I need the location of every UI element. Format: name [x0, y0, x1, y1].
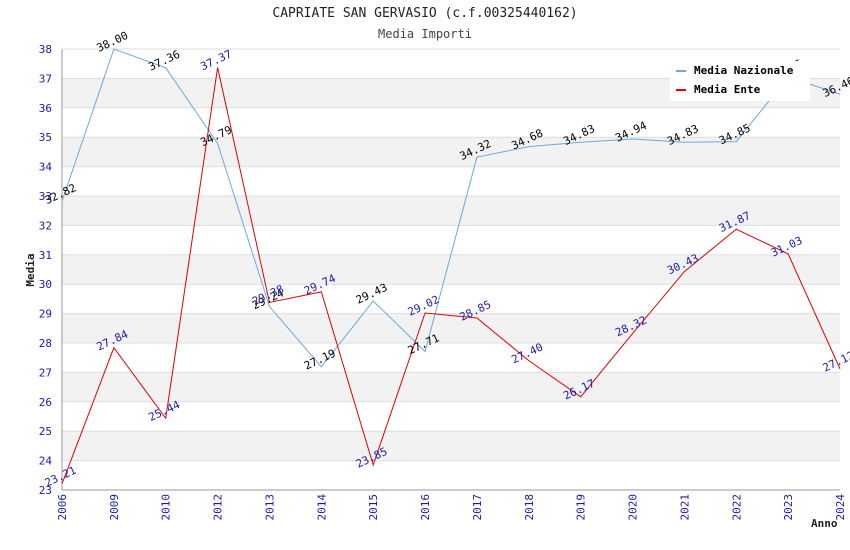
- chart-subtitle: Media Importi: [378, 27, 472, 41]
- y-tick-label: 38: [39, 43, 52, 56]
- x-tick-label: 2014: [315, 494, 328, 521]
- y-tick-label: 26: [39, 396, 52, 409]
- x-tick-label: 2023: [782, 494, 795, 521]
- x-tick-label: 2019: [575, 494, 588, 521]
- y-tick-label: 35: [39, 131, 52, 144]
- legend-swatch-ente: [676, 88, 686, 91]
- y-tick-label: 33: [39, 190, 52, 203]
- y-tick-label: 31: [39, 249, 52, 262]
- chart-title: CAPRIATE SAN GERVASIO (c.f.00325440162): [272, 6, 578, 21]
- y-tick-label: 28: [39, 337, 52, 350]
- x-tick-label: 2013: [263, 494, 276, 521]
- x-tick-label: 2016: [419, 494, 432, 521]
- y-tick-label: 36: [39, 102, 52, 115]
- data-label-nazionale: 37.36: [146, 48, 182, 74]
- x-tick-label: 2024: [834, 494, 847, 521]
- x-tick-label: 2015: [367, 494, 380, 521]
- y-tick-label: 37: [39, 72, 52, 85]
- data-label-ente: 27.40: [510, 341, 546, 367]
- axes: [61, 49, 840, 491]
- legend-label-nazionale: Media Nazionale: [694, 64, 794, 77]
- x-tick-label: 2018: [523, 494, 536, 521]
- y-axis-label: Media: [24, 253, 37, 286]
- x-tick-label: 2021: [678, 494, 691, 521]
- x-tick-label: 2009: [108, 494, 121, 521]
- grid-band: [62, 254, 840, 285]
- legend-item-ente: Media Ente: [670, 80, 810, 99]
- y-tick-label: 27: [39, 366, 52, 379]
- grid-band: [62, 431, 840, 461]
- grid-band: [62, 313, 840, 343]
- data-label-ente: 27.12: [821, 349, 850, 375]
- x-tick-labels: 2006 2009 2010 2012 2013 2014 2015 2016 2017 2018…: [56, 494, 847, 521]
- data-label-ente: 37.37: [198, 47, 234, 73]
- legend-item-nazionale: Media Nazionale: [670, 61, 810, 80]
- legend-swatch-nazionale: [676, 69, 686, 72]
- y-tick-labels: 23 24 25 26 27 28 29 30 31 32 33 34 35 36 37 38: [39, 43, 53, 497]
- y-tick-label: 25: [39, 425, 52, 438]
- grid-band: [62, 196, 840, 226]
- x-axis-label: Anno: [811, 517, 838, 530]
- y-tick-label: 29: [39, 308, 52, 321]
- x-tick-label: 2012: [212, 494, 225, 521]
- x-tick-label: 2010: [160, 494, 173, 521]
- grid-band: [62, 372, 840, 402]
- y-tick-label: 30: [39, 278, 52, 291]
- data-label-nazionale: 38.00: [95, 29, 131, 55]
- x-tick-label: 2022: [730, 494, 743, 521]
- grid-bands: [62, 78, 840, 461]
- data-label-ente: 23.21: [43, 464, 79, 490]
- series-lines: [61, 48, 841, 485]
- x-tick-label: 2020: [627, 494, 640, 521]
- y-tick-label: 32: [39, 219, 52, 232]
- y-tick-label: 24: [39, 455, 53, 468]
- legend: Media Nazionale Media Ente: [670, 61, 810, 101]
- legend-label-ente: Media Ente: [694, 83, 761, 96]
- y-tick-label: 23: [39, 484, 52, 497]
- series-line-ente: [61, 67, 841, 485]
- y-tick-label: 34: [39, 161, 53, 174]
- x-tick-label: 2006: [56, 494, 69, 521]
- series-line-nazionale: [61, 48, 841, 368]
- x-tick-label: 2017: [471, 494, 484, 521]
